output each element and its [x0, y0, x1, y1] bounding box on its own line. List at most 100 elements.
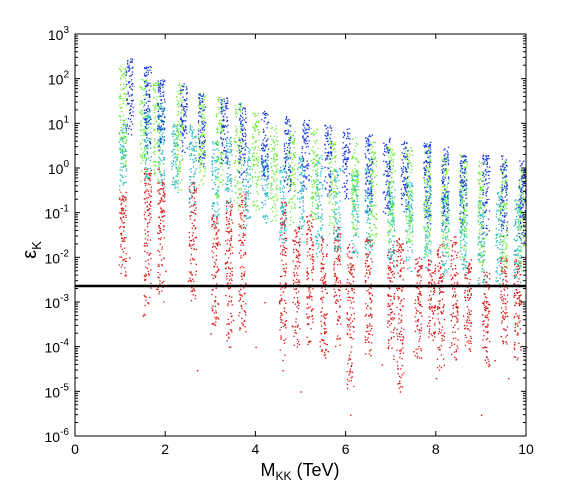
data-point — [175, 179, 177, 181]
data-point — [175, 134, 177, 136]
data-point — [430, 250, 432, 252]
data-point — [140, 162, 142, 164]
data-point — [357, 221, 359, 223]
data-point — [249, 216, 251, 218]
data-point — [311, 225, 313, 227]
data-point — [293, 344, 295, 346]
data-point — [396, 260, 399, 262]
data-point — [224, 263, 227, 265]
data-point — [408, 200, 410, 203]
data-point — [199, 154, 202, 156]
data-point — [299, 328, 301, 330]
data-point — [365, 307, 368, 309]
data-point — [125, 210, 127, 212]
data-point — [225, 188, 228, 190]
data-point — [427, 252, 429, 254]
data-point — [502, 267, 504, 269]
data-point — [397, 373, 399, 375]
data-point — [245, 197, 248, 200]
data-point — [192, 183, 194, 185]
data-point — [246, 192, 248, 194]
data-point — [335, 171, 337, 173]
data-point — [204, 95, 206, 97]
data-point — [123, 75, 125, 77]
data-point — [284, 205, 286, 208]
data-point — [503, 297, 505, 300]
data-point — [121, 195, 123, 197]
data-point — [393, 295, 395, 297]
data-point — [438, 280, 440, 282]
data-point — [161, 139, 163, 141]
data-point — [124, 155, 127, 157]
data-point — [347, 246, 350, 248]
data-point — [499, 233, 502, 235]
data-point — [245, 179, 247, 181]
data-point — [203, 116, 205, 118]
data-point — [244, 204, 246, 206]
data-point — [440, 354, 443, 356]
data-point — [174, 125, 176, 128]
data-point — [298, 166, 300, 169]
data-point — [405, 256, 408, 258]
data-point — [292, 251, 295, 253]
data-point — [315, 207, 317, 209]
data-point — [189, 143, 191, 146]
data-point — [410, 194, 412, 196]
data-point — [189, 124, 191, 126]
data-point — [249, 159, 251, 162]
data-point — [139, 111, 141, 113]
data-point — [233, 137, 236, 139]
data-point — [486, 362, 488, 364]
data-point — [247, 190, 250, 192]
data-point — [155, 98, 157, 101]
data-point — [337, 255, 340, 257]
data-point — [387, 265, 389, 267]
data-point — [204, 155, 206, 157]
data-point — [403, 337, 405, 339]
data-point — [367, 218, 370, 220]
data-point — [218, 195, 220, 197]
data-point — [450, 279, 453, 281]
data-point — [416, 357, 418, 359]
data-point — [400, 350, 402, 352]
data-point — [460, 239, 462, 242]
data-point — [143, 113, 145, 115]
data-point — [440, 280, 442, 282]
data-point — [369, 194, 371, 196]
data-point — [190, 281, 192, 283]
data-point — [417, 355, 419, 358]
data-point — [143, 150, 145, 152]
data-point — [145, 273, 147, 275]
data-point — [440, 345, 442, 347]
data-point — [468, 290, 470, 292]
data-point — [150, 173, 152, 175]
data-point — [120, 232, 123, 234]
data-point — [299, 206, 301, 208]
data-point — [464, 275, 466, 277]
data-point — [464, 234, 466, 236]
data-point — [486, 276, 488, 278]
data-point — [193, 243, 195, 245]
data-point — [220, 165, 222, 167]
data-point — [451, 331, 454, 333]
data-point — [159, 228, 162, 230]
data-point — [194, 295, 196, 297]
data-point — [460, 197, 462, 199]
data-point — [323, 268, 325, 270]
data-point — [189, 197, 191, 199]
data-point — [466, 261, 468, 263]
data-point — [308, 340, 311, 343]
data-point — [125, 126, 127, 128]
data-point — [450, 263, 452, 265]
data-point — [427, 231, 429, 233]
data-point — [235, 185, 237, 187]
data-point — [307, 273, 309, 275]
data-point — [429, 187, 431, 190]
data-point — [241, 307, 243, 310]
data-point — [387, 314, 389, 316]
data-point — [370, 267, 372, 270]
data-point — [244, 188, 246, 190]
data-point — [216, 189, 218, 191]
data-point — [174, 181, 176, 184]
data-point — [368, 269, 370, 271]
